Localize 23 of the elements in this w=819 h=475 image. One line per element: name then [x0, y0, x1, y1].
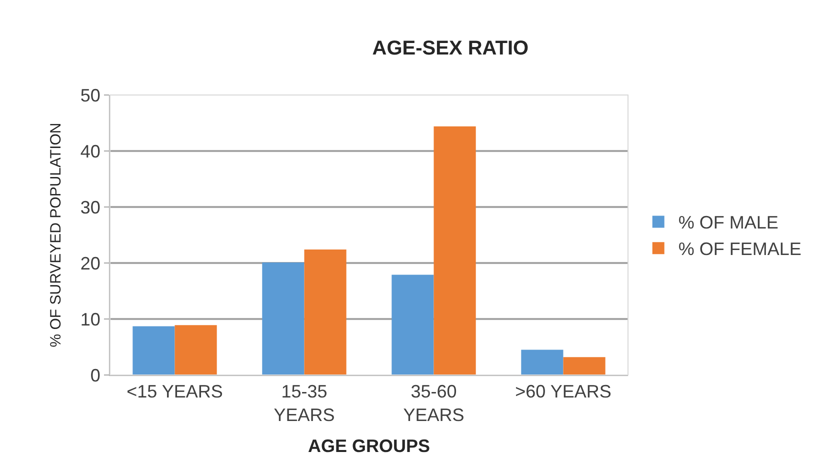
x-tick-label: >60 YEARS	[515, 382, 612, 402]
y-tick-label: 0	[90, 365, 100, 386]
y-tick-label: 40	[80, 141, 100, 162]
bar	[434, 126, 476, 375]
chart-title: AGE-SEX RATIO	[372, 38, 529, 60]
y-tick-label: 50	[80, 85, 100, 106]
bar	[174, 325, 217, 375]
bar	[304, 250, 346, 375]
x-tick-label: 35-60 YEARS	[403, 382, 464, 425]
y-tick-label: 30	[80, 197, 100, 218]
y-tick-label: 20	[80, 253, 100, 274]
bar	[521, 350, 564, 375]
legend-label: % OF FEMALE	[678, 239, 802, 260]
x-tick-label: <15 YEARS	[126, 382, 223, 402]
bar	[392, 274, 434, 375]
bar	[132, 326, 175, 375]
legend-label: % OF MALE	[678, 212, 778, 233]
bar	[563, 357, 606, 375]
x-axis-title: AGE GROUPS	[308, 436, 430, 456]
bar	[262, 262, 304, 375]
y-tick-label: 10	[80, 309, 100, 330]
x-tick-label: 15-35 YEARS	[274, 382, 335, 425]
y-axis-title: % OF SURVEYED POPULATION	[48, 122, 65, 348]
